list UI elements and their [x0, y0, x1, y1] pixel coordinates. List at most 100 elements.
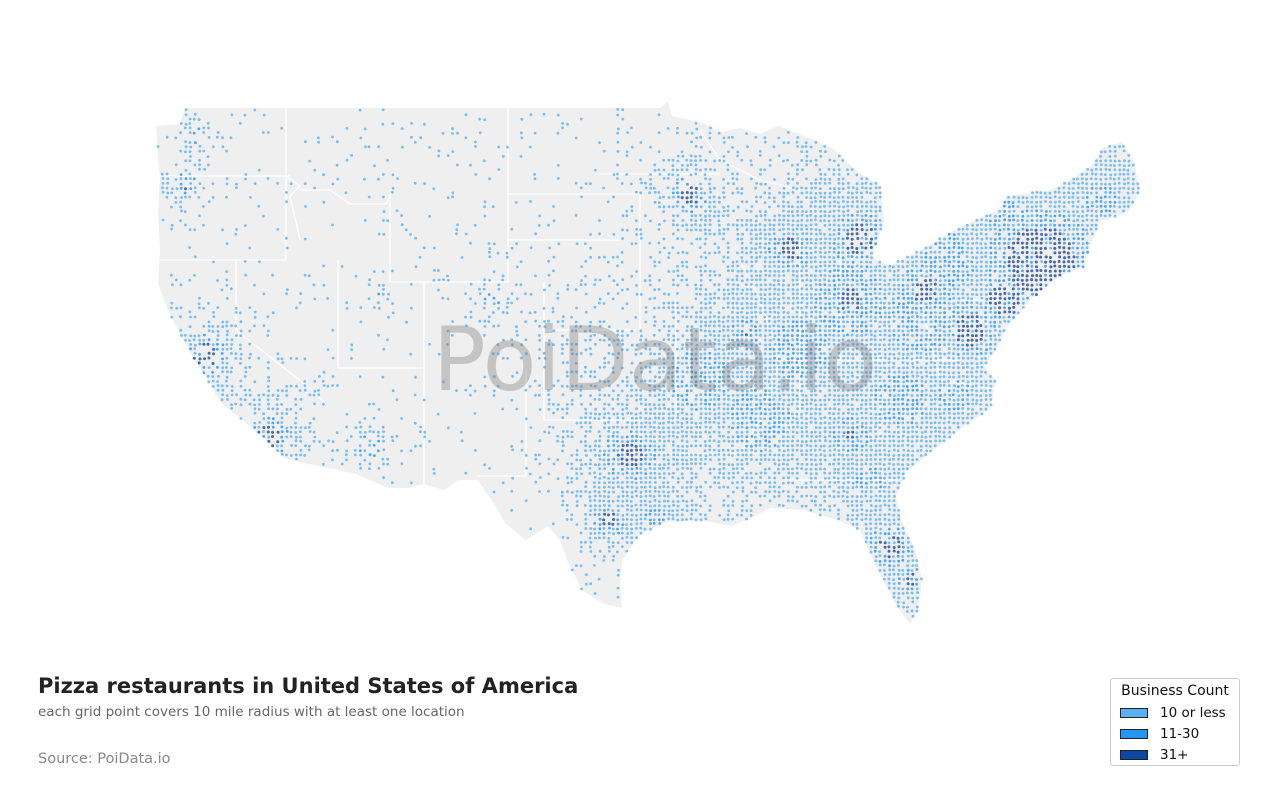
grid-point [860, 255, 864, 259]
grid-point [542, 112, 546, 116]
grid-point [869, 187, 872, 190]
grid-point [712, 420, 716, 424]
grid-point [952, 389, 956, 392]
grid-point [846, 204, 850, 208]
grid-point [1053, 232, 1057, 236]
grid-point [676, 200, 680, 204]
grid-point [837, 412, 840, 415]
grid-point [836, 274, 840, 277]
grid-point [736, 338, 739, 342]
grid-point [1053, 219, 1056, 223]
grid-point [933, 260, 937, 264]
grid-point [860, 320, 864, 324]
grid-point [630, 145, 634, 149]
grid-point [709, 297, 712, 301]
grid-point [497, 307, 500, 310]
grid-point [617, 127, 620, 131]
grid-point [607, 420, 610, 424]
grid-point [533, 177, 537, 181]
grid-point [819, 177, 823, 181]
grid-point [869, 209, 873, 213]
grid-point [993, 311, 997, 314]
grid-point [713, 352, 717, 356]
grid-point [528, 385, 532, 388]
grid-point [758, 255, 762, 259]
grid-point [1053, 274, 1057, 278]
grid-point [819, 172, 823, 176]
grid-point [809, 320, 813, 323]
grid-point [763, 417, 767, 421]
grid-point [428, 215, 431, 218]
grid-point [648, 370, 652, 374]
grid-point [782, 292, 785, 295]
grid-point [791, 375, 795, 378]
grid-point [391, 389, 395, 393]
grid-point [745, 219, 749, 222]
grid-point [657, 403, 661, 407]
grid-point [202, 223, 205, 227]
grid-point [768, 223, 772, 227]
grid-point [971, 288, 975, 291]
grid-point [842, 356, 845, 360]
grid-point [759, 333, 762, 337]
grid-point [800, 200, 803, 204]
grid-point [188, 122, 192, 125]
grid-point [813, 356, 817, 360]
grid-point [1117, 196, 1121, 200]
grid-point [869, 265, 873, 269]
grid-point [773, 402, 776, 406]
grid-point [956, 338, 960, 342]
grid-point [851, 389, 855, 392]
grid-point [966, 384, 970, 388]
grid-point [966, 352, 970, 356]
grid-point [882, 338, 886, 341]
grid-point [708, 223, 712, 227]
grid-point [841, 195, 845, 199]
grid-point [818, 292, 822, 296]
grid-point [934, 301, 937, 305]
grid-point [197, 334, 201, 338]
grid-point [805, 191, 809, 194]
grid-point [809, 351, 813, 355]
grid-point [740, 200, 744, 204]
grid-point [763, 278, 767, 282]
grid-point [749, 385, 753, 388]
grid-point [735, 384, 739, 388]
grid-point [464, 315, 467, 319]
grid-point [165, 186, 169, 190]
grid-point [239, 397, 243, 401]
grid-point [672, 219, 675, 223]
grid-point [979, 302, 983, 306]
grid-point [975, 379, 979, 383]
grid-point [828, 181, 832, 185]
grid-point [883, 407, 886, 411]
grid-point [759, 402, 763, 406]
grid-point [542, 351, 546, 355]
grid-point [947, 255, 951, 259]
grid-point [782, 334, 786, 338]
grid-point [920, 260, 924, 263]
grid-point [979, 374, 983, 378]
grid-point [620, 288, 624, 292]
grid-point [893, 356, 896, 360]
grid-point [299, 292, 303, 295]
grid-point [1003, 209, 1006, 213]
grid-point [617, 393, 620, 397]
grid-point [925, 297, 928, 301]
grid-point [764, 273, 768, 277]
grid-point [672, 389, 676, 393]
grid-point [800, 191, 804, 195]
grid-point [617, 352, 620, 355]
grid-point [855, 247, 859, 250]
grid-point [773, 412, 777, 415]
grid-point [755, 398, 758, 401]
grid-point [832, 421, 836, 424]
grid-point [976, 223, 979, 227]
grid-point [584, 274, 587, 278]
grid-point [938, 388, 942, 392]
grid-point [888, 352, 892, 356]
grid-point [464, 136, 468, 140]
grid-point [404, 228, 408, 232]
grid-point [593, 417, 597, 420]
grid-point [970, 361, 974, 365]
